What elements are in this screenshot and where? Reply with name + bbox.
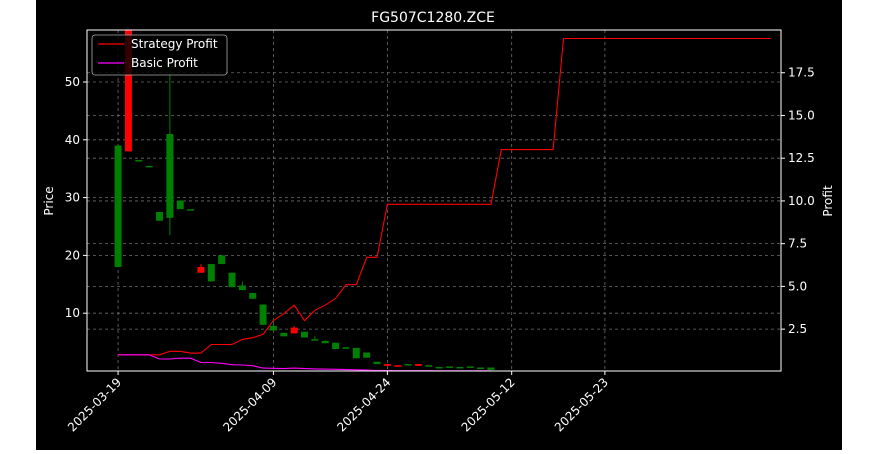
candle-body bbox=[197, 266, 205, 273]
candle-body bbox=[373, 361, 381, 365]
left-tick-label: 40 bbox=[65, 133, 80, 147]
candle-body bbox=[259, 304, 267, 325]
right-tick-label: 10.0 bbox=[788, 194, 815, 208]
candle-body bbox=[187, 209, 195, 211]
right-tick-label: 15.0 bbox=[788, 108, 815, 122]
left-tick-label: 30 bbox=[65, 191, 80, 205]
left-tick-label: 20 bbox=[65, 248, 80, 262]
candle-body bbox=[280, 332, 288, 337]
candle-body bbox=[414, 364, 422, 366]
grid-layer bbox=[87, 30, 781, 371]
candle-body bbox=[238, 285, 246, 291]
right-tick-label: 2.5 bbox=[788, 322, 807, 336]
right-tick-label: 5.0 bbox=[788, 279, 807, 293]
candle-body bbox=[207, 264, 215, 282]
candle-body bbox=[466, 366, 474, 368]
candlestick-chart: 2025-03-19 2025-04-09 2025-04-24 2025-05-12… bbox=[36, 0, 842, 450]
legend-box bbox=[91, 34, 228, 76]
candle-body bbox=[404, 364, 412, 366]
candle-body bbox=[435, 366, 443, 369]
candle-body bbox=[311, 339, 319, 341]
candle-body bbox=[166, 134, 174, 218]
candle-body bbox=[114, 145, 122, 267]
legend: Strategy Profit Basic Profit bbox=[91, 34, 228, 76]
candle-body bbox=[446, 366, 454, 368]
candle-body bbox=[425, 365, 433, 367]
candle-body bbox=[332, 342, 340, 350]
candle-body bbox=[249, 292, 257, 299]
candle-body bbox=[176, 200, 184, 210]
left-tick-label: 10 bbox=[65, 306, 80, 320]
candle-body bbox=[456, 366, 464, 369]
candle-body bbox=[228, 272, 236, 288]
right-tick-label: 12.5 bbox=[788, 151, 815, 165]
candle-body bbox=[301, 331, 309, 338]
candle-body bbox=[487, 367, 495, 370]
left-tick-label: 50 bbox=[65, 75, 80, 89]
candle-body bbox=[218, 255, 226, 265]
chart-title: FG507C1280.ZCE bbox=[371, 10, 495, 26]
legend-label: Basic Profit bbox=[131, 56, 198, 70]
candle-body bbox=[145, 165, 153, 168]
candle-body bbox=[477, 367, 485, 370]
candle-body bbox=[135, 160, 143, 162]
chart-figure: 2025-03-19 2025-04-09 2025-04-24 2025-05-12… bbox=[36, 0, 842, 450]
strategy-profit-line bbox=[118, 37, 771, 356]
candle-body bbox=[383, 364, 391, 366]
candle-body bbox=[394, 365, 402, 367]
candle-body bbox=[363, 352, 371, 358]
candle-body bbox=[321, 340, 329, 344]
candle-body bbox=[290, 327, 298, 334]
right-tick-label: 7.5 bbox=[788, 237, 807, 251]
candle-body bbox=[269, 325, 277, 331]
right-axis-label: Profit bbox=[821, 185, 835, 217]
candle-body bbox=[342, 347, 350, 349]
candle-body bbox=[352, 347, 360, 359]
left-axis-label: Price bbox=[42, 186, 56, 215]
legend-label: Strategy Profit bbox=[131, 37, 218, 51]
candle-body bbox=[156, 212, 164, 221]
candle-body bbox=[124, 30, 132, 152]
right-tick-label: 17.5 bbox=[788, 66, 815, 80]
